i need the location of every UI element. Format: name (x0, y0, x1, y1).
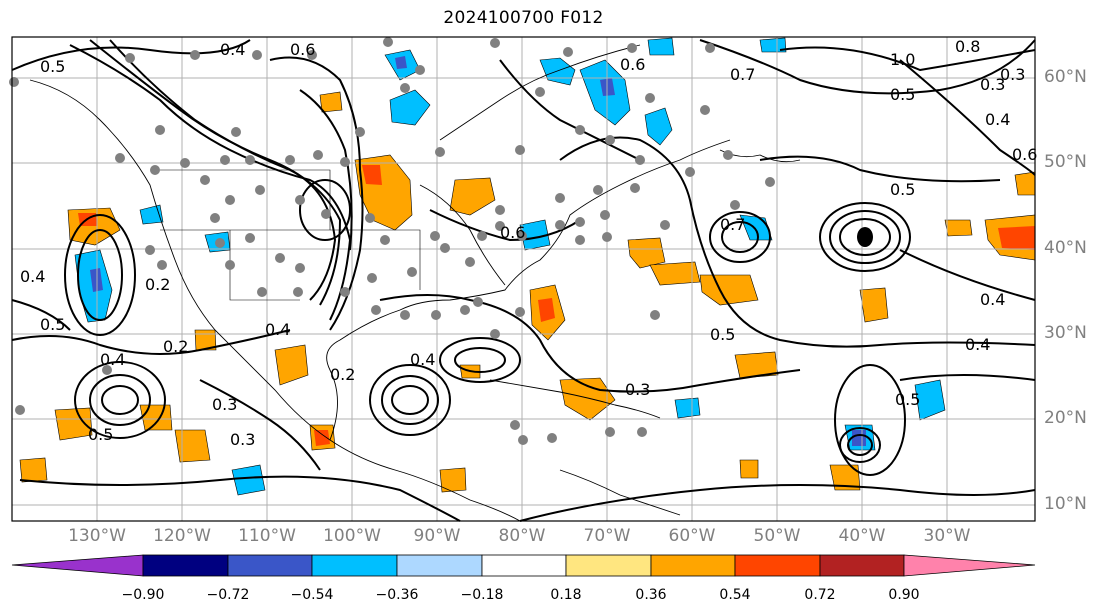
shaded-field (19, 37, 1036, 496)
contour-label: 0.4 (985, 110, 1010, 129)
contour-label: 0.4 (980, 290, 1005, 309)
lon-label: 80°W (498, 526, 546, 546)
map-title: 2024100700 F012 (443, 8, 604, 28)
contour-label: 0.3 (212, 395, 237, 414)
contours (11, 39, 1036, 522)
contour-label: 0.4 (20, 267, 45, 286)
cyclone-center-marker (857, 227, 873, 247)
contour-label: 0.7 (730, 65, 755, 84)
contour-label: 0.5 (895, 390, 920, 409)
lat-label: 10°N (1044, 494, 1087, 514)
contour-label: 0.5 (88, 425, 113, 444)
colorbar-bin (142, 554, 229, 577)
contour-label: 0.4 (265, 320, 290, 339)
colorbar-bin (650, 554, 736, 577)
colorbar-tick: −0.36 (375, 587, 419, 603)
colorbar-tick: 0.72 (804, 587, 836, 603)
contour-label: 0.5 (890, 180, 915, 199)
contour-label: 0.2 (145, 275, 170, 294)
colorbar-tick: 0.54 (719, 587, 751, 603)
contour-label: 0.5 (40, 57, 65, 76)
lon-label: 70°W (583, 526, 631, 546)
lon-label: 120°W (153, 526, 211, 546)
lon-label: 50°W (753, 526, 801, 546)
contour-label: 0.5 (40, 315, 65, 334)
observation-dots (9, 37, 775, 445)
colorbar-extend-high (903, 554, 1036, 577)
colorbar-bin (819, 554, 905, 577)
contour-label: 0.4 (410, 350, 435, 369)
colorbar-bin (227, 554, 313, 577)
colorbar-tick: −0.54 (290, 587, 334, 603)
map-frame (11, 36, 1036, 522)
contour-label: 0.4 (220, 40, 245, 59)
contour-label: 0.8 (955, 37, 980, 56)
lat-label: 50°N (1044, 152, 1087, 172)
contour-label: 0.3 (1000, 65, 1025, 84)
lat-label: 30°N (1044, 323, 1087, 343)
lat-label: 40°N (1044, 238, 1087, 258)
contour-label: 0.3 (230, 430, 255, 449)
contour-label: 0.3 (980, 75, 1005, 94)
contour-label: 0.5 (710, 325, 735, 344)
contour-label: 0.5 (890, 85, 915, 104)
colorbar-tick: 0.90 (888, 587, 920, 603)
colorbar-bin (311, 554, 398, 577)
contour-label: 0.6 (290, 40, 315, 59)
contour-label: 0.4 (100, 350, 125, 369)
contour-label: 0.2 (330, 365, 355, 384)
colorbar-bin (565, 554, 652, 577)
lon-label: 90°W (413, 526, 461, 546)
contour-label: 1.0 (890, 50, 915, 69)
colorbar-tick: −0.18 (460, 587, 504, 603)
contour-label: 0.6 (620, 55, 645, 74)
lon-label: 100°W (323, 526, 381, 546)
contour-label: 0.3 (625, 380, 650, 399)
lon-label: 60°W (668, 526, 716, 546)
lon-label: 30°W (923, 526, 971, 546)
colorbar-bin (396, 554, 483, 577)
colorbar-tick: 0.18 (550, 587, 582, 603)
coastlines (29, 44, 801, 522)
contour-label: 0.2 (163, 337, 188, 356)
contour-label: 0.7 (720, 215, 745, 234)
colorbar-tick: 0.36 (635, 587, 667, 603)
colorbar-tick: −0.72 (206, 587, 250, 603)
colorbar-bin (481, 554, 567, 577)
lon-label: 110°W (238, 526, 296, 546)
colorbar-extend-low (11, 554, 144, 577)
colorbar-bin (734, 554, 821, 577)
lat-label: 60°N (1044, 67, 1087, 87)
contour-label: 0.6 (1012, 145, 1037, 164)
contour-label: 0.4 (965, 335, 990, 354)
lon-label: 40°W (838, 526, 886, 546)
colorbar (11, 554, 1036, 577)
lat-label: 20°N (1044, 408, 1087, 428)
colorbar-tick: −0.90 (121, 587, 165, 603)
contour-label: 0.6 (500, 223, 525, 242)
contour-labels: 0.4 0.6 0.5 0.3 0.2 0.6 1.0 0.8 0.3 0.5 … (20, 37, 1037, 449)
lon-label: 130°W (68, 526, 126, 546)
